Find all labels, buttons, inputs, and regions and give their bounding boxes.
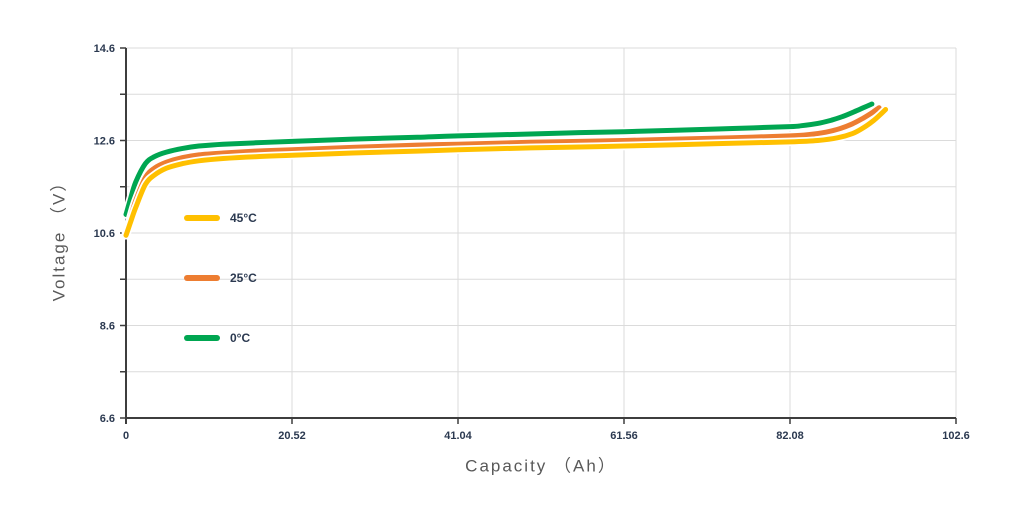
series-line-45°C [123,107,889,238]
y-tick-label: 6.6 [100,413,115,425]
legend-label: 45°C [230,211,257,225]
y-tick-label: 8.6 [100,321,115,333]
y-tick-label: 10.6 [94,228,115,240]
legend-label: 0°C [230,331,251,345]
y-tick-label: 12.6 [94,136,115,148]
x-axis-title: Capacity （Ah） [465,456,617,476]
x-tick-label: 102.6 [942,430,970,442]
legend-item-0°C: 0°C [184,326,257,350]
legend-marker-icon [184,215,220,221]
y-tick-label: 14.6 [94,43,115,55]
y-axis-title: Voltage （V） [49,172,69,302]
chart-legend: 45°C 25°C 0°C [184,206,257,386]
legend-item-25°C: 25°C [184,266,257,290]
x-tick-label: 0 [123,430,129,442]
legend-marker-icon [184,275,220,281]
x-tick-label: 82.08 [776,430,804,442]
x-tick-label: 61.56 [610,430,638,442]
x-tick-label: 41.04 [444,430,472,442]
x-tick-label: 20.52 [278,430,306,442]
legend-marker-icon [184,335,220,341]
series-line-0°C [123,101,875,217]
legend-item-45°C: 45°C [184,206,257,230]
legend-label: 25°C [230,271,257,285]
series-line-25°C [123,105,882,236]
